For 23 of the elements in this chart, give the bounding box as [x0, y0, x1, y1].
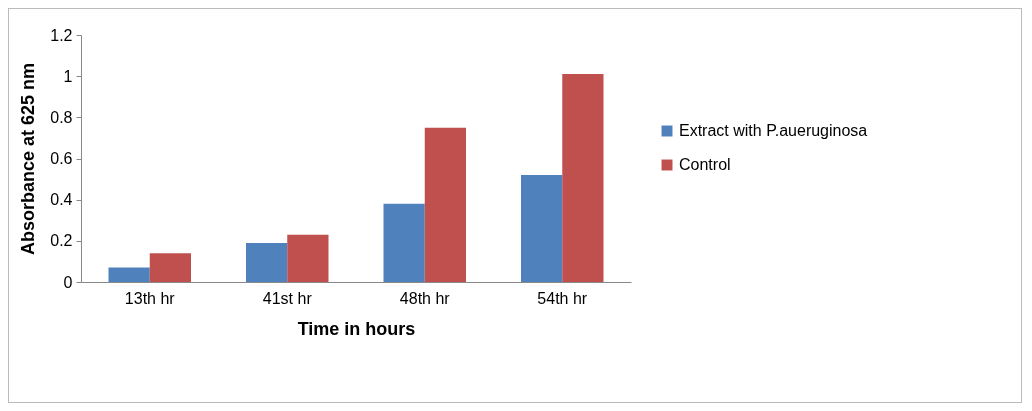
bar	[246, 242, 288, 282]
bar	[149, 253, 191, 282]
legend-label: Extract with P.aueruginosa	[679, 122, 868, 139]
bar	[424, 127, 466, 282]
x-axis-title: Time in hours	[297, 318, 416, 339]
y-tick-label: 0.4	[50, 191, 73, 209]
x-tick-label: 54th hr	[537, 289, 588, 307]
y-tick-label: 0	[63, 273, 73, 291]
y-tick-label: 0.2	[50, 232, 73, 250]
bar	[383, 203, 425, 282]
legend-label: Control	[679, 156, 731, 173]
x-tick-label: 41st hr	[262, 289, 313, 307]
bar	[287, 234, 329, 282]
y-tick-label: 1.2	[50, 26, 73, 44]
bar	[521, 174, 563, 282]
x-tick-label: 48th hr	[399, 289, 451, 307]
x-tick-label: 13th hr	[124, 289, 176, 307]
y-tick-label: 0.6	[50, 150, 73, 167]
y-axis-title: Absorbance at 625 nm	[18, 62, 39, 256]
bar	[108, 267, 150, 282]
y-tick-label: 0.8	[50, 108, 73, 126]
y-tick-label: 1	[63, 67, 73, 85]
bar	[562, 74, 604, 282]
